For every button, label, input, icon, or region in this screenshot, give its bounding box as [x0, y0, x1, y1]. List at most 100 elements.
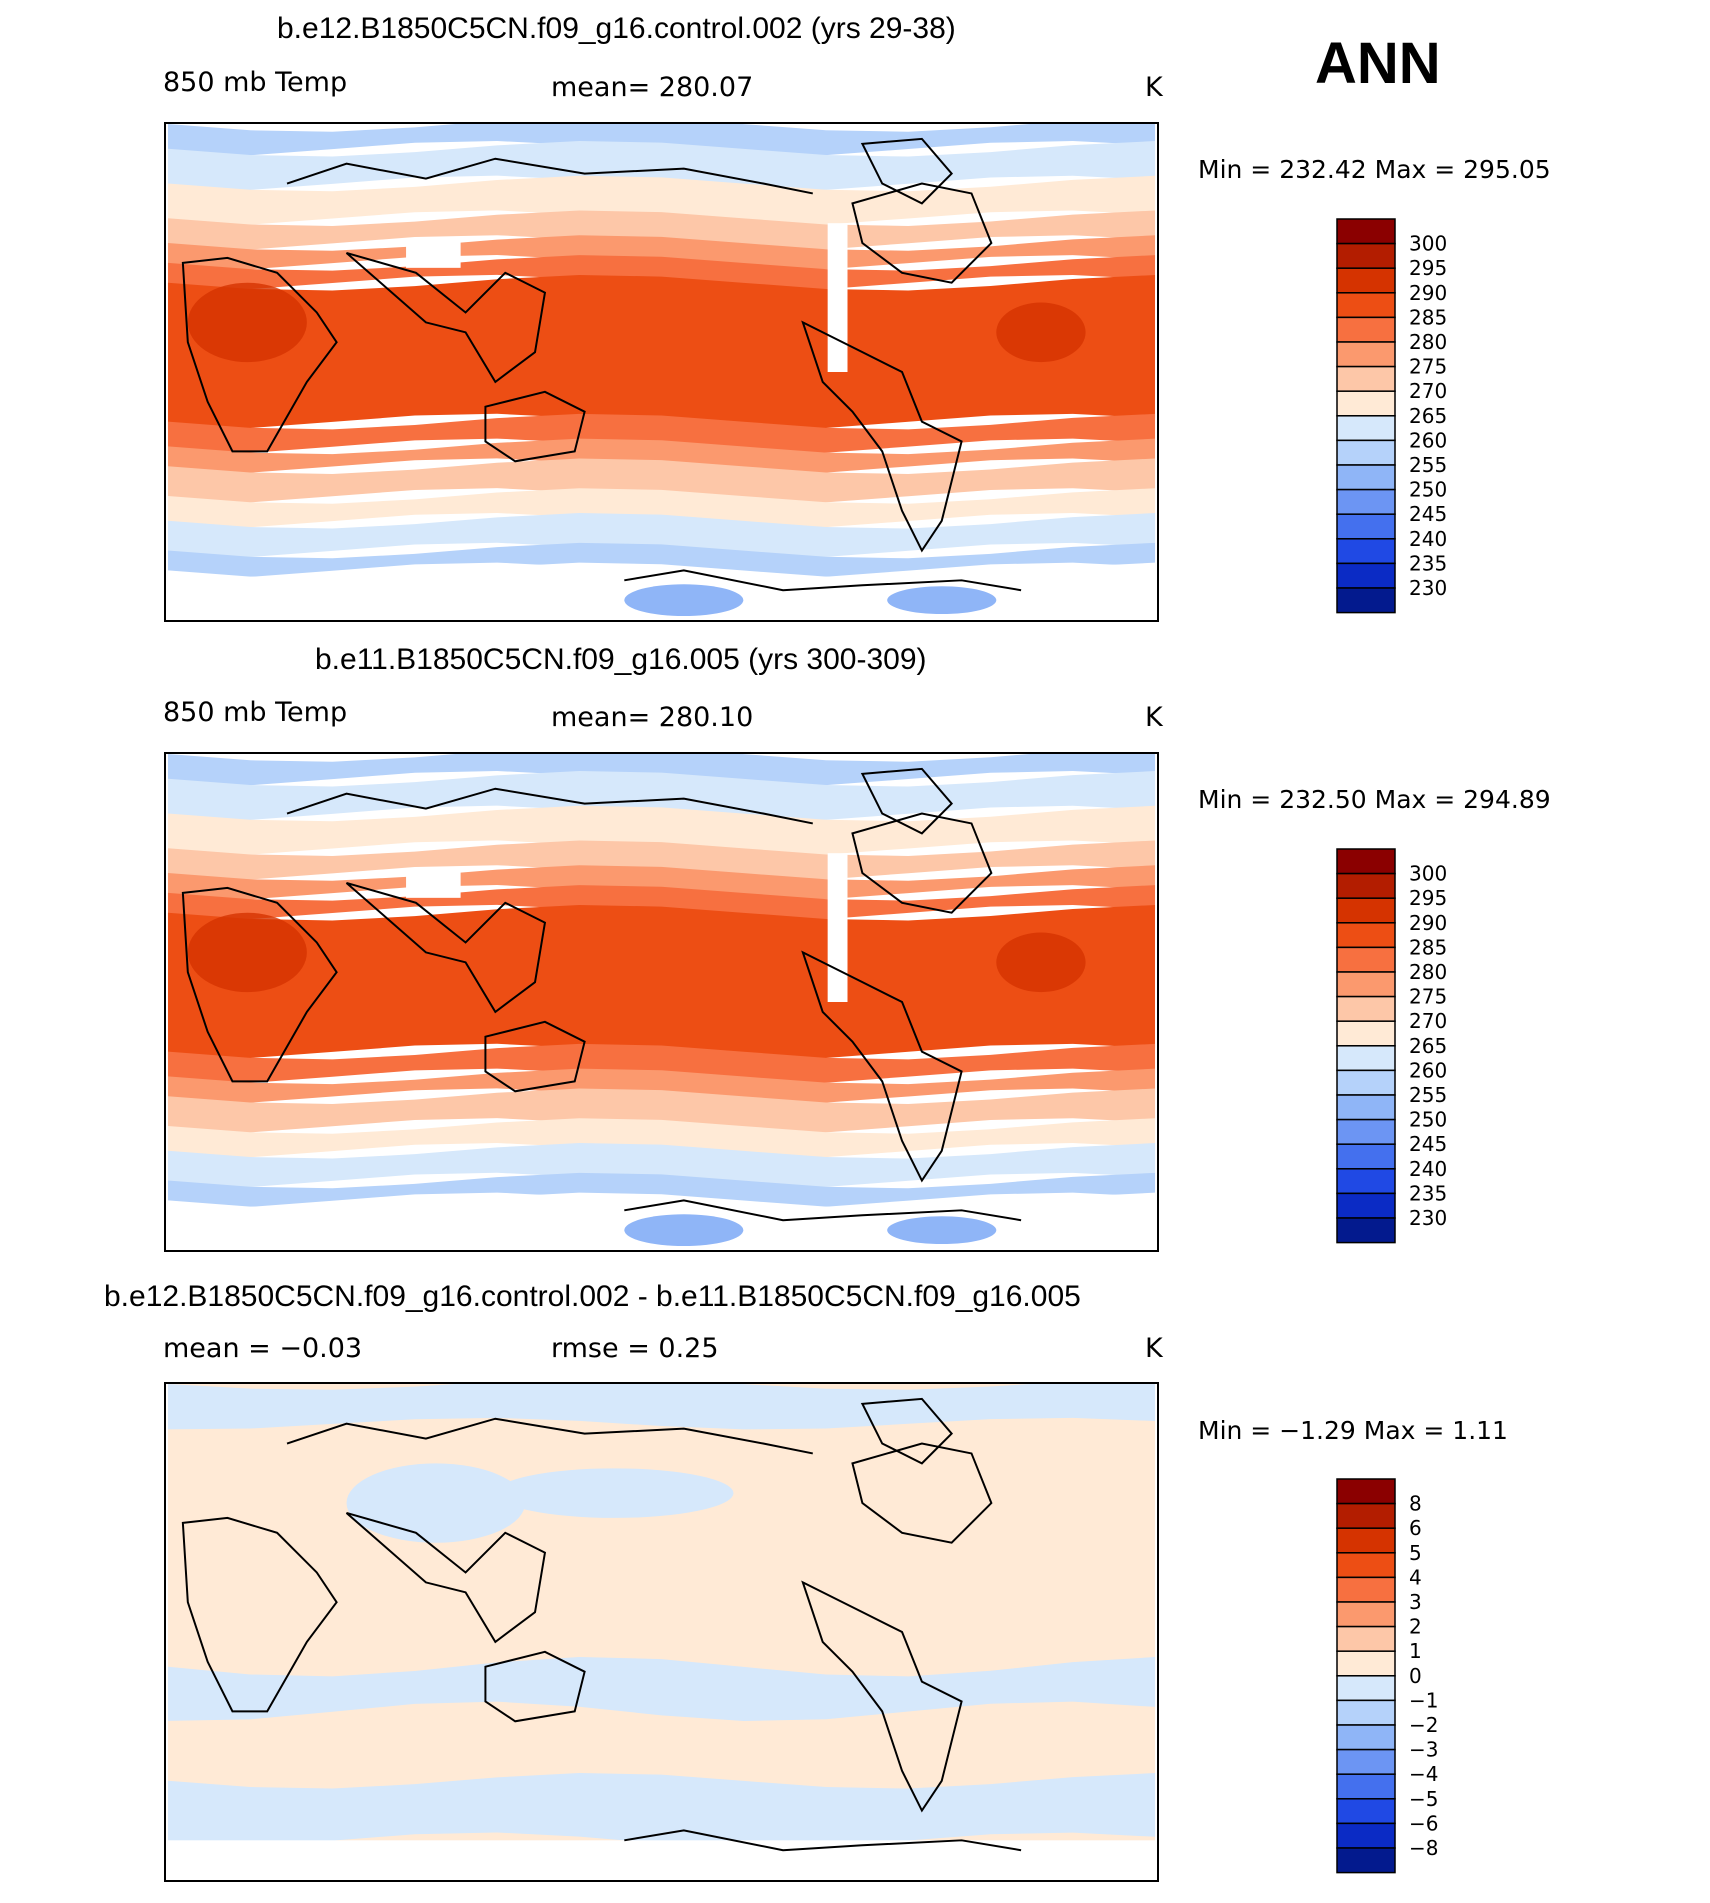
colorbar-tick-label: 295 — [1409, 886, 1447, 910]
colorbar-segment — [1336, 488, 1396, 515]
contour-band — [167, 1068, 1156, 1104]
mean-label: mean= 280.07 — [551, 72, 754, 103]
colorbar-segment — [1336, 848, 1396, 875]
colorbar-segment — [1336, 316, 1396, 343]
colorbar-segment — [1336, 1625, 1396, 1652]
colorbar-segment — [1336, 365, 1396, 392]
warm-region — [996, 302, 1086, 363]
colorbar-segment — [1336, 1020, 1396, 1047]
coastline — [345, 252, 547, 384]
colorbar-segment — [1336, 390, 1396, 417]
contour-band — [346, 1463, 526, 1543]
colorbar-tick-label: 240 — [1409, 527, 1447, 551]
coastline — [624, 1199, 1022, 1222]
colorbar-tick-label: 235 — [1409, 1181, 1447, 1205]
contour-band — [167, 1118, 1156, 1159]
colorbar-segment — [1336, 946, 1396, 973]
colorbar-segment — [1336, 415, 1396, 442]
contour-band — [167, 255, 1156, 291]
contour-band — [167, 413, 1156, 455]
variable-label: 850 mb Temp — [163, 697, 348, 728]
colorbar-segment — [1336, 1724, 1396, 1751]
colorbar-tick-label: 285 — [1409, 935, 1447, 959]
contour-band — [167, 542, 1156, 579]
colorbar-tick-label: 270 — [1409, 379, 1447, 403]
coastline — [181, 886, 338, 1083]
colorbar-tick-label: 0 — [1409, 1664, 1422, 1688]
contour-band — [167, 865, 1156, 901]
colorbar-segment — [1336, 1552, 1396, 1579]
colorbar-tick-label: −6 — [1409, 1811, 1438, 1835]
colorbar-tick-label: 250 — [1409, 478, 1447, 502]
colorbar-tick-label: 5 — [1409, 1541, 1422, 1565]
missing-data — [827, 853, 848, 1002]
colorbar-tick-label: 2 — [1409, 1615, 1422, 1639]
cold-region — [887, 1216, 997, 1245]
colorbar-segment — [1336, 513, 1396, 540]
coastline — [860, 767, 954, 835]
colorbar-tick-label: 290 — [1409, 911, 1447, 935]
colorbar-segment — [1336, 1576, 1396, 1603]
contour-band — [167, 771, 1156, 822]
coastline — [624, 569, 1022, 592]
contour-band — [167, 1088, 1156, 1134]
panel-title: b.e12.B1850C5CN.f09_g16.control.002 (yrs… — [277, 12, 956, 45]
colorbar-tick-label: −1 — [1409, 1688, 1438, 1712]
colorbar-tick-label: 300 — [1409, 232, 1447, 256]
missing-data — [167, 1840, 1156, 1880]
contour-band — [495, 1468, 734, 1518]
mean-label: mean= 280.10 — [551, 702, 754, 733]
colorbar-segment — [1336, 439, 1396, 466]
cold-region — [887, 586, 997, 615]
coastline — [851, 1442, 993, 1544]
missing-data — [827, 223, 848, 372]
minmax-label: Min = −1.29 Max = 1.11 — [1198, 1416, 1508, 1445]
colorbar-tick-label: 4 — [1409, 1565, 1422, 1589]
coastline — [624, 1829, 1022, 1852]
colorbar-tick-label: 265 — [1409, 1034, 1447, 1058]
colorbar-tick-label: 275 — [1409, 985, 1447, 1009]
colorbar-tick-label: 280 — [1409, 960, 1447, 984]
colorbar-tick-label: 245 — [1409, 1132, 1447, 1156]
colorbar-segment — [1336, 292, 1396, 319]
colorbar-tick-label: 270 — [1409, 1009, 1447, 1033]
colorbar-tick-label: 275 — [1409, 355, 1447, 379]
coastline — [484, 390, 586, 463]
colorbar-segment — [1336, 971, 1396, 998]
missing-data — [406, 238, 461, 268]
coastline — [286, 157, 813, 195]
colorbar-segment — [1336, 1118, 1396, 1145]
colorbar-segment — [1336, 1217, 1396, 1244]
colorbar-segment — [1336, 1601, 1396, 1628]
colorbar-segment — [1336, 1773, 1396, 1800]
colorbar-tick-label: 235 — [1409, 551, 1447, 575]
colorbar-segment — [1336, 1168, 1396, 1195]
contour-band — [167, 458, 1156, 504]
coastline — [801, 320, 963, 553]
colorbar-segment — [1336, 1699, 1396, 1726]
colorbar-segment — [1336, 1143, 1396, 1170]
colorbar-tick-label: 8 — [1409, 1492, 1422, 1516]
contour-band — [167, 175, 1156, 226]
colorbar-segment — [1336, 1650, 1396, 1677]
colorbar-tick-label: 255 — [1409, 1083, 1447, 1107]
contour-band — [167, 210, 1156, 251]
colorbar-tick-label: 280 — [1409, 330, 1447, 354]
contour-band — [167, 1384, 1156, 1430]
colorbar-tick-label: 240 — [1409, 1157, 1447, 1181]
colorbar-segment — [1336, 1045, 1396, 1072]
season-label: ANN — [1315, 31, 1441, 96]
colorbar-tick-label: 300 — [1409, 862, 1447, 886]
colorbar-tick-label: 255 — [1409, 453, 1447, 477]
colorbar-tick-label: −8 — [1409, 1836, 1438, 1860]
colorbar-segment — [1336, 562, 1396, 589]
colorbar-tick-label: 3 — [1409, 1590, 1422, 1614]
colorbar-segment — [1336, 995, 1396, 1022]
colorbar-tick-label: −4 — [1409, 1762, 1438, 1786]
colorbar-segment — [1336, 341, 1396, 368]
coastline — [286, 1417, 813, 1455]
colorbar-tick-label: 230 — [1409, 576, 1447, 600]
coastline — [484, 1020, 586, 1093]
mean-label: mean = −0.03 — [163, 1333, 363, 1364]
coastline — [860, 1397, 954, 1465]
